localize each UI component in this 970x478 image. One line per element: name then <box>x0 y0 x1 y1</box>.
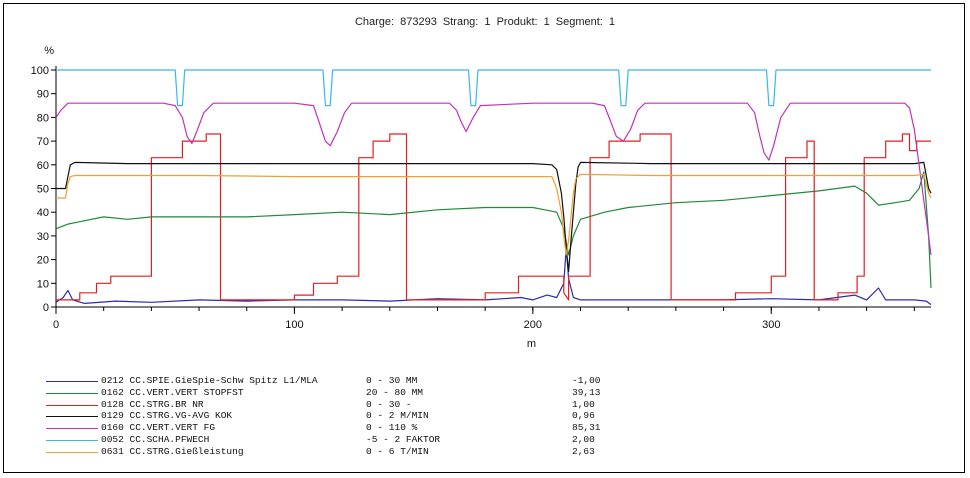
y-tick-label: 60 <box>37 160 49 172</box>
x-tick-label: 200 <box>524 319 542 331</box>
y-tick-label: 10 <box>37 278 49 290</box>
x-tick-label: 300 <box>762 319 780 331</box>
series-line-0212 <box>55 247 932 306</box>
series-line-0162 <box>55 171 932 289</box>
x-axis-label: m <box>527 338 536 350</box>
series-line-0129 <box>56 161 932 272</box>
y-tick-label: 100 <box>31 65 49 77</box>
series-line-0128 <box>56 133 931 301</box>
x-tick-label: 100 <box>285 319 303 331</box>
y-axis-label: % <box>44 45 54 57</box>
chart-frame: Charge: 873293 Strang: 1 Produkt: 1 Segm… <box>3 3 965 473</box>
series-line-0160 <box>55 102 932 255</box>
y-tick-label: 50 <box>37 184 49 196</box>
series-line-0631 <box>56 173 932 256</box>
chart-plot: % 0 10 20 30 40 50 60 70 80 90 100 0 100 200 300 m <box>31 45 932 350</box>
x-tick-label: 0 <box>53 319 59 331</box>
y-tick-label: 30 <box>37 231 49 243</box>
y-tick-label: 90 <box>37 89 49 101</box>
y-tick-label: 40 <box>37 207 49 219</box>
y-tick-label: 20 <box>37 255 49 267</box>
series-line-0052 <box>56 69 931 107</box>
y-tick-label: 70 <box>37 136 49 148</box>
y-tick-label: 0 <box>43 302 49 314</box>
y-tick-label: 80 <box>37 112 49 124</box>
chart-title: Charge: 873293 Strang: 1 Produkt: 1 Segm… <box>354 16 616 28</box>
